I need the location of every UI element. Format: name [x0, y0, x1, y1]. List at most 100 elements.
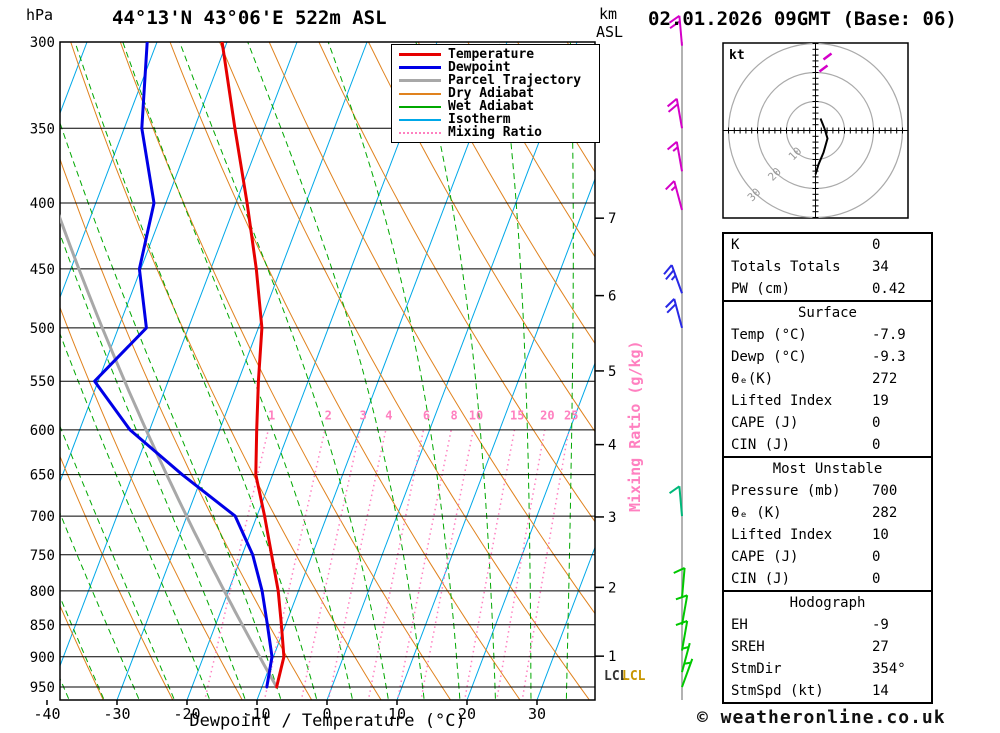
panel-row: StmDir 354°: [724, 658, 931, 680]
pressure-tick-label: 500: [30, 321, 55, 337]
panel-row-value: 700: [872, 483, 898, 499]
wind-barb: [675, 594, 689, 625]
km-tick-label: 7: [608, 211, 616, 227]
dry-adiabat-line: [169, 42, 521, 700]
datetime-label: 02.01.2026 09GMT (Base: 06): [648, 8, 957, 30]
info-panel: K 0 Totals Totals 34 PW (cm) 0.42 Surface Temp …: [722, 232, 933, 704]
legend-swatch: [399, 118, 441, 121]
x-axis-label: Dewpoint / Temperature (°C): [189, 711, 466, 731]
panel-row-value: 354°: [872, 661, 906, 677]
panel-row-label: CAPE (J): [731, 415, 799, 431]
legend-label: Mixing Ratio: [448, 125, 542, 140]
panel-row-label: CIN (J): [731, 437, 791, 453]
panel-row: Dewp (°C) -9.3: [724, 346, 931, 368]
panel-row-label: Pressure (mb): [731, 483, 841, 499]
sounding-curves: [60, 42, 286, 689]
mixing-ratio-line: [396, 429, 452, 700]
panel-row-label: StmSpd (kt): [731, 683, 824, 699]
mixing-ratio-value-label: 10: [469, 409, 483, 423]
panel-row-value: 10: [872, 527, 889, 543]
mixing-ratio-value-label: 15: [510, 409, 524, 423]
panel-row: CAPE (J) 0: [724, 412, 931, 434]
legend-swatch: [399, 92, 441, 95]
panel-row-value: 0: [872, 415, 881, 431]
panel-row-label: Temp (°C): [731, 327, 807, 343]
wet-adiabat-line: [60, 424, 175, 699]
panel-row-label: EH: [731, 617, 748, 633]
mixing-ratio-value-label: 8: [450, 409, 457, 423]
panel-section-header: Hodograph: [789, 595, 866, 611]
wet-adiabat-line: [60, 677, 70, 699]
isotherm-line: [60, 42, 228, 483]
wind-barb: [681, 642, 691, 673]
mixing-ratio-value-label: 2: [325, 409, 332, 423]
wind-barb: [681, 658, 694, 688]
panel-row-value: 282: [872, 505, 898, 521]
isotherm-line: [466, 361, 595, 700]
wind-barb: [666, 141, 683, 172]
dry-adiabat-line: [268, 42, 595, 615]
wet-adiabat-line: [247, 42, 425, 699]
panel-row: CIN (J) 0: [724, 434, 931, 456]
dry-adiabat-line: [318, 42, 595, 523]
hodograph-upper-marker: [822, 52, 833, 61]
panel-section: Most Unstable Pressure (mb) 700 θₑ (K) 282 Li…: [724, 456, 931, 590]
temp-tick-label: 0: [322, 705, 331, 723]
panel-row-label: CIN (J): [731, 571, 791, 587]
mixing-ratio-line: [327, 429, 387, 700]
panel-row-label: CAPE (J): [731, 549, 799, 565]
wind-barb: [666, 97, 683, 129]
pressure-tick-label: 400: [30, 196, 55, 212]
isotherm-line: [256, 42, 508, 700]
panel-row-label: Lifted Index: [731, 527, 833, 543]
mixing-ratio-line: [367, 429, 425, 700]
km-tick-label: 4: [608, 438, 616, 454]
mixing-ratio-line: [420, 429, 474, 700]
panel-row: Temp (°C) -7.9: [724, 324, 931, 346]
dewpoint-curve: [93, 42, 274, 689]
panel-row-value: 34: [872, 259, 889, 275]
dry-adiabat-line: [60, 157, 313, 700]
legend-swatch: [399, 66, 441, 69]
legend-item: Temperature: [397, 47, 599, 62]
temp-tick-label: 30: [528, 705, 546, 723]
panel-row-label: θₑ(K): [731, 371, 774, 387]
mixing-ratio-value-label: 20: [540, 409, 554, 423]
mixing-ratio-line: [521, 429, 570, 700]
isotherm-line: [396, 177, 595, 700]
panel-row-label: Lifted Index: [731, 393, 833, 409]
panel-row: CIN (J) 0: [724, 568, 931, 590]
temp-tick-label: 10: [388, 705, 406, 723]
panel-row-label: Totals Totals: [731, 259, 841, 275]
km-tick-label: 1: [608, 649, 616, 665]
mixing-ratio-value-label: 25: [564, 409, 578, 423]
isotherm-line: [326, 42, 578, 700]
dry-adiabat-line: [60, 306, 243, 700]
wet-adiabat-line: [60, 595, 105, 699]
dry-adiabat-line: [70, 42, 382, 700]
mixing-ratio-line: [300, 429, 361, 700]
km-tick-label: 3: [608, 510, 616, 526]
wind-barb: [668, 15, 683, 46]
wet-adiabat-line: [415, 42, 496, 699]
temperature-curve: [220, 42, 286, 689]
panel-section-header: Surface: [797, 305, 857, 321]
km-tick-label: 5: [608, 364, 616, 380]
temp-tick-label: -30: [103, 705, 130, 723]
legend-item: Dewpoint: [397, 60, 599, 75]
panel-row-label: SREH: [731, 639, 765, 655]
isotherm-line: [186, 42, 438, 700]
mixing-ratio-value-label: 1: [268, 409, 275, 423]
panel-row-label: PW (cm): [731, 281, 791, 297]
pressure-tick-label: 550: [30, 374, 55, 390]
panel-row-value: -9.3: [872, 349, 906, 365]
legend-label: Parcel Trajectory: [448, 73, 582, 88]
mixing-ratio-value-label: 4: [385, 409, 392, 423]
wet-adiabat-line: [60, 232, 246, 699]
dry-adiabat-line: [467, 42, 595, 258]
panel-section: Hodograph EH -9 SREH 27 StmDir 354° StmSpd (kt)…: [724, 590, 931, 702]
